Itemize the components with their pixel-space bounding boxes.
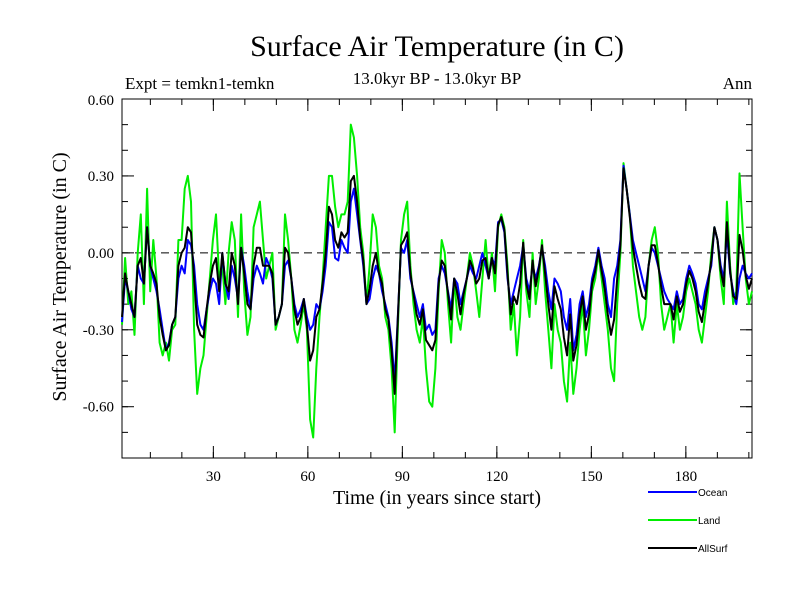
chart-title: Surface Air Temperature (in C)	[250, 30, 624, 63]
season-label: Ann	[723, 74, 753, 93]
y-axis-label: Surface Air Temperature (in C)	[49, 152, 71, 401]
series-line-allsurf	[121, 167, 753, 395]
plot-frame	[121, 98, 753, 459]
y-top-tick-label: 0.60	[88, 93, 114, 109]
y-tick-label: -0.60	[83, 400, 114, 416]
x-tick-label: 30	[206, 469, 221, 485]
legend-label-allsurf: AllSurf	[698, 544, 728, 555]
x-tick-label: 60	[300, 469, 315, 485]
x-tick-label: 90	[395, 469, 410, 485]
y-tick-label: 0.00	[88, 246, 114, 262]
x-axis-label: Time (in years since start)	[333, 487, 541, 509]
x-tick-label: 120	[486, 469, 509, 485]
series-line-land	[121, 123, 753, 439]
y-tick-label: 0.30	[88, 169, 114, 185]
y-tick-label: -0.30	[83, 323, 114, 339]
legend-label-land: Land	[698, 516, 720, 527]
x-tick-label: 150	[580, 469, 603, 485]
chart-subtitle: 13.0kyr BP - 13.0kyr BP	[353, 69, 521, 88]
legend-label-ocean: Ocean	[698, 488, 727, 499]
expt-label: Expt = temkn1-temkn	[125, 74, 275, 93]
x-tick-label: 180	[675, 469, 698, 485]
